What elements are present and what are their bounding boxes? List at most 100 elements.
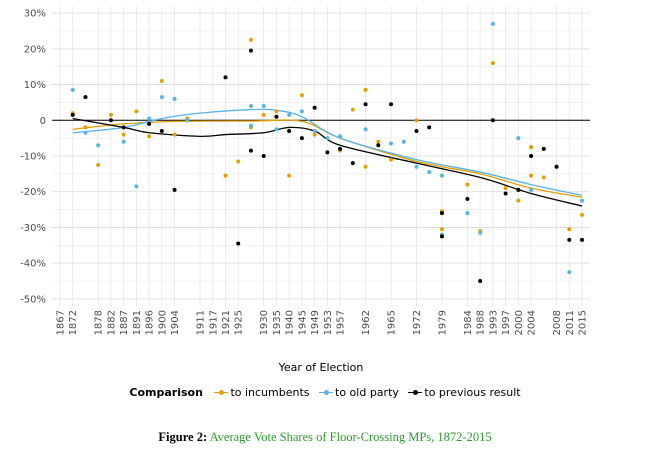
x-tick-label: 1962 bbox=[361, 310, 372, 335]
data-point-series-2 bbox=[312, 105, 317, 110]
data-point-series-1 bbox=[580, 198, 584, 203]
data-point-series-0 bbox=[541, 175, 546, 180]
x-tick-label: 1984 bbox=[463, 310, 474, 335]
x-tick-label: 2000 bbox=[514, 310, 525, 335]
data-point-series-2 bbox=[580, 237, 584, 242]
data-point-series-0 bbox=[389, 157, 394, 162]
data-point-series-2 bbox=[554, 164, 559, 169]
x-tick-label: 1900 bbox=[157, 310, 168, 335]
data-point-series-1 bbox=[490, 21, 495, 26]
data-point-series-1 bbox=[338, 134, 343, 139]
data-point-series-0 bbox=[172, 132, 177, 137]
data-point-series-1 bbox=[261, 104, 266, 108]
data-point-series-1 bbox=[121, 139, 126, 144]
x-tick-label: 1949 bbox=[310, 310, 321, 335]
x-tick-label: 1867 bbox=[56, 310, 67, 335]
data-point-series-1 bbox=[465, 211, 470, 216]
x-tick-label: 1940 bbox=[285, 310, 296, 335]
x-tick-label: 1993 bbox=[488, 310, 499, 335]
x-tick-label: 1872 bbox=[68, 310, 79, 335]
x-tick-label: 1917 bbox=[208, 310, 219, 335]
data-point-series-2 bbox=[490, 118, 495, 123]
data-point-series-2 bbox=[70, 112, 75, 117]
legend-label-old-party: to old party bbox=[335, 386, 399, 399]
data-point-series-2 bbox=[121, 125, 126, 130]
data-point-series-1 bbox=[414, 164, 419, 169]
legend-key-previous-result bbox=[408, 388, 423, 398]
x-tick-label: 1891 bbox=[132, 310, 143, 335]
data-point-series-1 bbox=[83, 130, 88, 135]
data-point-series-2 bbox=[236, 241, 241, 246]
data-point-series-1 bbox=[134, 184, 139, 189]
data-point-series-0 bbox=[529, 173, 534, 178]
data-point-series-2 bbox=[478, 279, 483, 283]
caption-text: Average Vote Shares of Floor-Crossing MP… bbox=[209, 430, 492, 444]
legend-label-previous-result: to previous result bbox=[424, 386, 521, 399]
y-tick-label: 0 bbox=[40, 116, 46, 127]
data-point-series-0 bbox=[83, 125, 88, 130]
x-tick-label: 2004 bbox=[527, 310, 538, 335]
data-point-series-0 bbox=[414, 118, 419, 123]
y-axis: 30% 20% 10% 0 -10% -20% -30% -40% -50% bbox=[20, 9, 46, 306]
legend: Comparison to incumbents to old party to… bbox=[0, 386, 650, 399]
data-point-series-0 bbox=[490, 61, 495, 66]
data-point-series-1 bbox=[363, 127, 368, 132]
data-point-series-0 bbox=[363, 164, 368, 169]
data-point-series-1 bbox=[516, 136, 521, 141]
x-tick-label: 2015 bbox=[578, 310, 589, 335]
data-point-series-0 bbox=[567, 227, 572, 232]
data-point-series-2 bbox=[172, 187, 177, 192]
data-point-series-1 bbox=[529, 187, 534, 192]
data-point-series-0 bbox=[121, 132, 126, 137]
data-point-series-1 bbox=[401, 139, 406, 144]
data-point-series-1 bbox=[147, 116, 152, 121]
data-point-series-2 bbox=[439, 211, 444, 216]
x-tick-label: 1997 bbox=[501, 310, 512, 335]
data-point-series-0 bbox=[236, 159, 241, 164]
data-point-series-1 bbox=[274, 127, 279, 132]
figure-caption: Figure 2: Average Vote Shares of Floor-C… bbox=[0, 430, 650, 445]
data-point-series-0 bbox=[350, 107, 355, 112]
grid bbox=[52, 6, 590, 306]
y-tick-label: -50% bbox=[20, 294, 46, 305]
data-point-series-1 bbox=[427, 170, 432, 175]
data-point-series-0 bbox=[108, 112, 113, 117]
data-point-series-2 bbox=[287, 129, 292, 133]
data-point-series-1 bbox=[248, 123, 253, 128]
data-point-series-2 bbox=[427, 125, 432, 130]
x-tick-label: 1904 bbox=[170, 310, 181, 335]
x-axis-title: Year of Election bbox=[278, 361, 364, 374]
x-tick-label: 1878 bbox=[94, 310, 105, 335]
data-point-series-1 bbox=[439, 173, 444, 178]
y-tick-label: 20% bbox=[24, 44, 46, 55]
y-tick-label: -30% bbox=[20, 223, 46, 234]
data-point-series-1 bbox=[567, 270, 572, 275]
data-point-series-2 bbox=[147, 121, 152, 126]
data-point-series-1 bbox=[96, 143, 101, 148]
data-point-series-0 bbox=[147, 134, 152, 139]
data-point-series-0 bbox=[223, 173, 228, 178]
data-point-series-0 bbox=[363, 87, 368, 92]
x-axis: 1867 1872 1878 1882 1887 1891 1896 1900 1904 1911… bbox=[56, 310, 589, 335]
x-tick-label: 2008 bbox=[552, 310, 563, 335]
data-point-series-0 bbox=[287, 173, 292, 178]
trend-lines bbox=[72, 108, 583, 207]
x-tick-label: 1925 bbox=[234, 310, 245, 335]
data-point-series-2 bbox=[325, 150, 330, 155]
data-point-series-1 bbox=[248, 104, 253, 108]
data-point-series-2 bbox=[223, 75, 228, 80]
x-tick-label: 1921 bbox=[221, 310, 232, 335]
y-tick-label: -20% bbox=[20, 187, 46, 198]
data-point-series-2 bbox=[261, 154, 266, 158]
data-point-series-2 bbox=[567, 237, 572, 242]
y-tick-label: -40% bbox=[20, 259, 46, 270]
data-point-series-2 bbox=[541, 146, 546, 151]
data-point-series-1 bbox=[299, 109, 304, 114]
data-point-series-2 bbox=[363, 102, 368, 107]
y-tick-label: 10% bbox=[24, 80, 46, 91]
data-point-series-1 bbox=[70, 87, 75, 92]
data-point-series-2 bbox=[274, 114, 279, 119]
legend-title: Comparison bbox=[129, 386, 203, 399]
data-point-series-1 bbox=[325, 136, 330, 141]
